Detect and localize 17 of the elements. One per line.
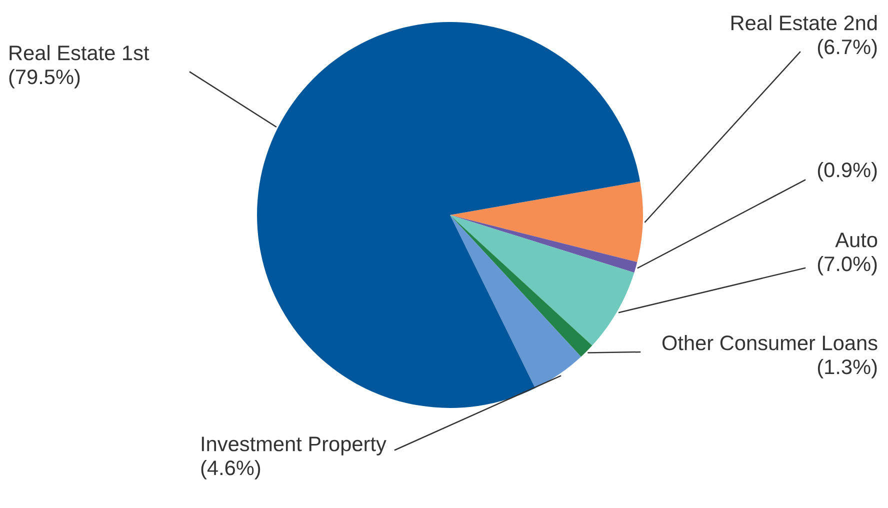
slice-label: Real Estate 1st — [10, 45, 150, 60]
slice-label: Other Consumer Loans — [662, 335, 878, 350]
slice-label: Auto — [835, 232, 878, 248]
data-label: (79.5%) — [9, 68, 80, 88]
pie-slice — [450, 215, 582, 388]
data-label: (7.0%) — [818, 256, 877, 276]
pie-slice — [450, 181, 643, 262]
slice-label: Investment Property — [202, 436, 386, 456]
data-label: (0.9%) — [818, 162, 877, 182]
data-label: (4.6%) — [201, 460, 260, 480]
pie-slice — [450, 215, 634, 346]
data-label: (6.7%) — [818, 38, 877, 58]
slice-label: Real Estate 2nd — [731, 15, 877, 30]
data-label: (1.3%) — [818, 358, 877, 378]
pie-slice — [257, 22, 640, 408]
pie-slice — [450, 215, 592, 357]
pie-slice — [450, 215, 638, 273]
